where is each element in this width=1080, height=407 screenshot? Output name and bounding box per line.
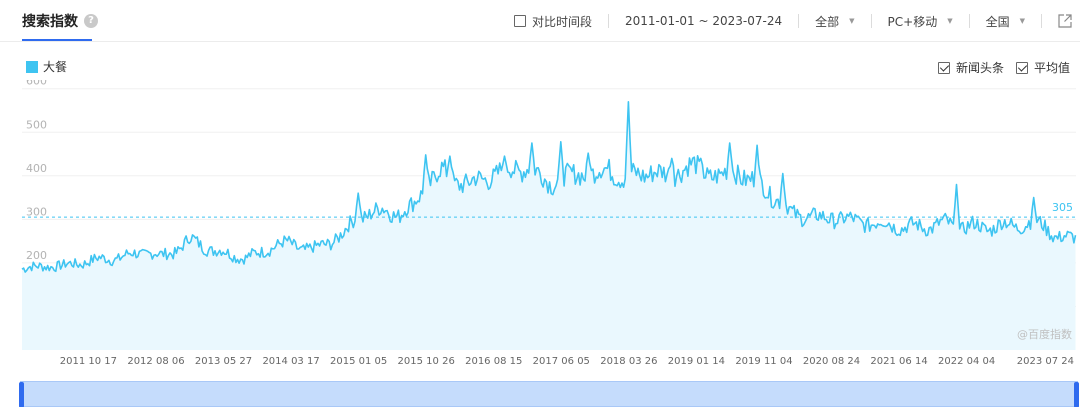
region-select[interactable]: 全国 ▼ xyxy=(970,14,1042,29)
x-tick-label: 2013 05 27 xyxy=(195,356,252,367)
legend-swatch[interactable] xyxy=(26,60,38,73)
news-checkbox[interactable] xyxy=(937,61,950,74)
date-range-value: 2011-01-01 ~ 2023-07-24 xyxy=(624,14,783,28)
device-select[interactable]: PC+移动 ▼ xyxy=(872,14,970,29)
news-label: 新闻头条 xyxy=(955,61,1004,75)
device-select-value: PC+移动 xyxy=(887,14,938,29)
x-tick-label: 2017 06 05 xyxy=(533,356,590,367)
time-range-slider[interactable] xyxy=(19,381,1079,407)
compare-label: 对比时间段 xyxy=(531,14,592,29)
y-tick-label: 600 xyxy=(26,80,47,88)
chart-legend: 大餐 xyxy=(26,58,67,75)
source-select[interactable]: 全部 ▼ xyxy=(799,14,872,29)
header-divider xyxy=(0,41,1080,42)
average-checkbox[interactable] xyxy=(1015,61,1028,74)
region-select-value: 全国 xyxy=(985,14,1010,29)
watermark: @百度指数 xyxy=(1017,327,1072,341)
x-tick-label: 2018 03 26 xyxy=(600,356,657,367)
caret-down-icon: ▼ xyxy=(849,17,855,25)
series-line[interactable] xyxy=(21,101,1077,273)
page-title[interactable]: 搜索指数 xyxy=(22,14,78,30)
title-underline xyxy=(22,39,92,41)
average-toggle[interactable]: 平均值 xyxy=(1015,59,1070,76)
x-tick-label: 2014 03 17 xyxy=(262,356,319,367)
toolbar: 对比时间段 2011-01-01 ~ 2023-07-24 全部 ▼ PC+移动… xyxy=(498,0,1080,42)
caret-down-icon: ▼ xyxy=(1019,17,1025,25)
x-tick-label: 2023 07 24 xyxy=(1017,356,1074,367)
x-tick-label: 2020 08 24 xyxy=(803,356,860,367)
x-tick-label: 2015 10 26 xyxy=(398,356,455,367)
x-tick-label: 2011 10 17 xyxy=(60,356,117,367)
x-tick-label: 2012 08 06 xyxy=(127,356,184,367)
source-select-value: 全部 xyxy=(815,14,840,29)
x-tick-label: 2015 01 05 xyxy=(330,356,387,367)
y-tick-label: 500 xyxy=(26,118,47,131)
date-range-picker[interactable]: 2011-01-01 ~ 2023-07-24 xyxy=(609,14,800,28)
slider-handle-left[interactable] xyxy=(19,382,24,407)
x-tick-label: 2016 08 15 xyxy=(465,356,522,367)
slider-handle-right[interactable] xyxy=(1074,382,1079,407)
x-tick-label: 2019 11 04 xyxy=(735,356,792,367)
x-tick-label: 2021 06 14 xyxy=(870,356,927,367)
export-icon xyxy=(1058,14,1072,28)
average-value-label: 305 xyxy=(1052,201,1073,214)
y-tick-label: 400 xyxy=(26,162,47,175)
title-group: 搜索指数 ? xyxy=(22,0,98,42)
caret-down-icon: ▼ xyxy=(947,17,953,25)
x-tick-label: 2022 04 04 xyxy=(938,356,995,367)
compare-period-toggle[interactable]: 对比时间段 xyxy=(498,14,609,29)
legend-label[interactable]: 大餐 xyxy=(43,60,68,74)
news-toggle[interactable]: 新闻头条 xyxy=(937,59,1004,76)
help-icon[interactable]: ? xyxy=(84,14,98,28)
header: 搜索指数 ? 对比时间段 2011-01-01 ~ 2023-07-24 全部 … xyxy=(0,0,1080,42)
chart-options: 新闻头条 平均值 xyxy=(926,59,1070,76)
compare-checkbox[interactable] xyxy=(513,15,526,27)
series-area xyxy=(22,101,1076,350)
y-tick-label: 200 xyxy=(26,249,47,262)
export-button[interactable] xyxy=(1042,14,1080,28)
x-tick-label: 2019 01 14 xyxy=(668,356,725,367)
y-tick-label: 300 xyxy=(26,205,47,218)
average-label: 平均值 xyxy=(1033,61,1070,75)
